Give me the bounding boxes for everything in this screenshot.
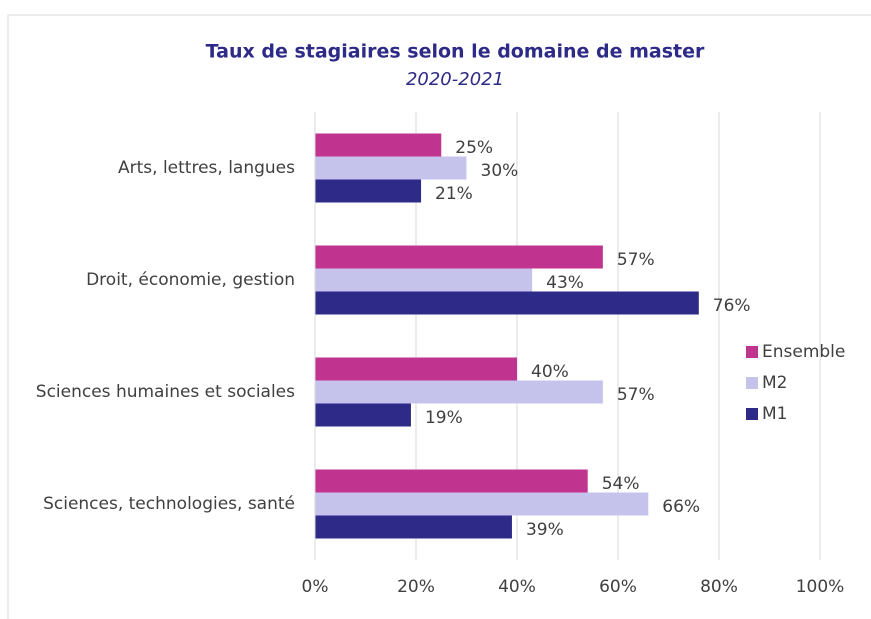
bar	[315, 245, 603, 269]
x-tick-label: 40%	[498, 577, 536, 597]
bar	[315, 357, 517, 381]
y-tick-label: Arts, lettres, langues	[118, 158, 295, 178]
value-label: 19%	[425, 408, 463, 428]
legend-label: Ensemble	[762, 342, 845, 362]
chart-subtitle: 2020-2021	[406, 69, 504, 90]
legend-label: M2	[762, 373, 787, 393]
x-tick-label: 20%	[397, 577, 435, 597]
value-label: 57%	[617, 250, 655, 270]
bar	[315, 469, 588, 493]
y-tick-label: Sciences humaines et sociales	[36, 382, 295, 402]
bar	[315, 403, 411, 427]
value-label: 43%	[546, 273, 584, 293]
chart-title: Taux de stagiaires selon le domaine de m…	[206, 41, 705, 63]
legend-swatch	[746, 346, 758, 358]
x-tick-label: 100%	[796, 577, 845, 597]
bar	[315, 291, 699, 315]
y-tick-label: Droit, économie, gestion	[86, 270, 295, 290]
y-tick-label: Sciences, technologies, santé	[43, 494, 295, 514]
legend-label: M1	[762, 404, 787, 424]
value-label: 40%	[531, 362, 569, 382]
value-label: 54%	[602, 474, 640, 494]
legend-swatch	[746, 408, 758, 420]
value-label: 25%	[455, 138, 493, 158]
bar	[315, 179, 422, 203]
x-tick-label: 60%	[599, 577, 637, 597]
value-label: 21%	[435, 184, 473, 204]
bar	[315, 133, 442, 157]
bar	[315, 156, 467, 180]
value-label: 39%	[526, 520, 564, 540]
value-label: 66%	[662, 497, 700, 517]
value-label: 76%	[713, 296, 751, 316]
x-tick-label: 0%	[302, 577, 329, 597]
bar	[315, 492, 649, 516]
x-tick-label: 80%	[700, 577, 738, 597]
value-label: 30%	[481, 161, 519, 181]
bar	[315, 515, 512, 539]
legend-swatch	[746, 377, 758, 389]
bar	[315, 268, 533, 292]
chart-frame	[7, 14, 871, 619]
bar	[315, 380, 603, 404]
value-label: 57%	[617, 385, 655, 405]
